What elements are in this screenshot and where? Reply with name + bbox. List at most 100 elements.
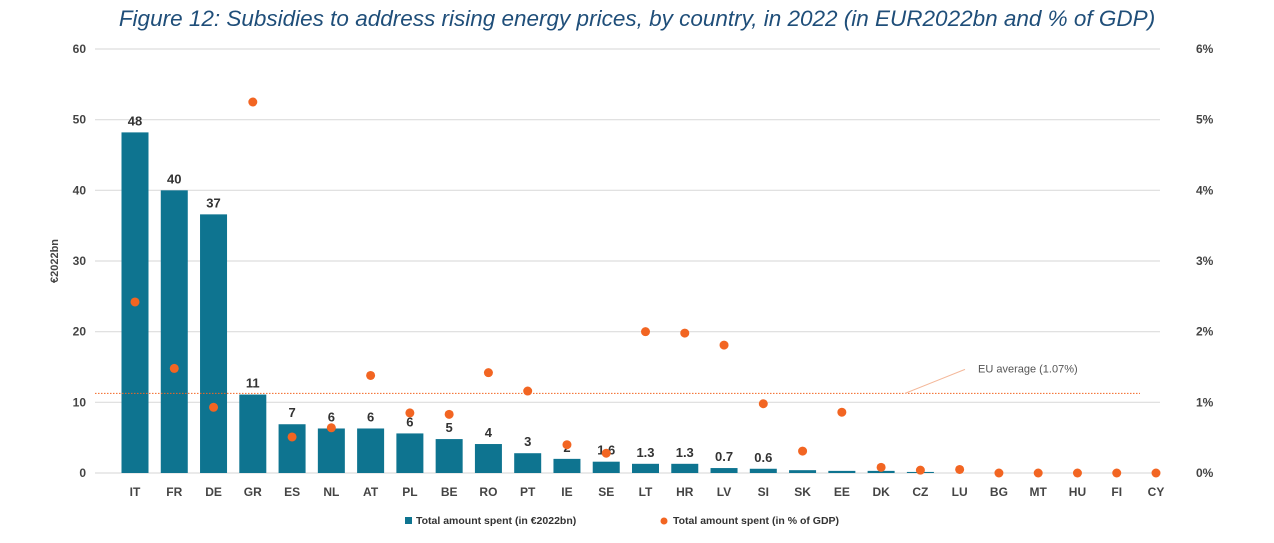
dot-ro	[483, 368, 493, 378]
dot-dk	[876, 462, 886, 472]
data-label-si: 0.6	[754, 450, 772, 465]
bar-fr	[160, 190, 188, 474]
dot-es	[287, 432, 297, 442]
data-label-lt: 1.3	[636, 445, 654, 460]
x-tick-label: FR	[166, 485, 182, 499]
data-label-hr: 1.3	[676, 445, 694, 460]
x-tick-label: IE	[561, 485, 572, 499]
x-tick-label: IT	[130, 485, 141, 499]
bar-pt	[514, 453, 542, 473]
dot-bg	[994, 468, 1004, 478]
dot-se	[601, 448, 611, 458]
y2-tick-label: 3%	[1196, 254, 1214, 268]
x-tick-label: MT	[1030, 485, 1048, 499]
dot-lu	[955, 464, 965, 474]
bar-nl	[317, 428, 345, 473]
dot-at	[366, 370, 376, 380]
dot-mt	[1033, 468, 1043, 478]
data-label-de: 37	[206, 195, 220, 210]
dot-be	[444, 409, 454, 419]
x-tick-label: NL	[323, 485, 339, 499]
data-label-fr: 40	[167, 171, 181, 186]
x-tick-label: CZ	[912, 485, 928, 499]
y-tick-label: 40	[73, 183, 87, 197]
x-tick-label: DE	[205, 485, 222, 499]
x-tick-label: HU	[1069, 485, 1086, 499]
y-tick-label: 60	[73, 42, 87, 56]
bar-ee	[828, 470, 856, 473]
bar-be	[435, 439, 463, 473]
y2-tick-label: 4%	[1196, 183, 1214, 197]
y2-tick-label: 1%	[1196, 395, 1214, 409]
data-label-at: 6	[367, 409, 374, 424]
x-tick-label: BG	[990, 485, 1008, 499]
bar-sk	[789, 470, 817, 473]
x-tick-label: SI	[758, 485, 769, 499]
dot-pl	[405, 408, 415, 418]
dot-ie	[562, 440, 572, 450]
data-label-pl: 6	[406, 414, 413, 429]
eu-average-leader	[904, 368, 966, 394]
data-label-es: 7	[288, 405, 295, 420]
bar-es	[278, 424, 306, 473]
bar-hr	[671, 463, 699, 473]
y-tick-label: 30	[73, 254, 87, 268]
x-tick-label: LU	[952, 485, 968, 499]
y-tick-label: 0	[79, 466, 86, 480]
x-tick-label: AT	[363, 485, 379, 499]
y2-tick-label: 5%	[1196, 113, 1214, 127]
dot-ee	[837, 407, 847, 417]
dot-hu	[1072, 468, 1082, 478]
legend-dot-label: Total amount spent (in % of GDP)	[673, 515, 839, 527]
data-label-pt: 3	[524, 434, 531, 449]
bar-dk	[867, 470, 895, 473]
eu-average-label: EU average (1.07%)	[978, 363, 1078, 375]
y-tick-label: 20	[73, 325, 87, 339]
data-label-lv: 0.7	[715, 449, 733, 464]
dot-fr	[169, 363, 179, 373]
data-label-ro: 4	[485, 425, 493, 440]
bar-gr	[239, 394, 267, 473]
dot-pt	[523, 386, 533, 396]
x-tick-label: LT	[639, 485, 653, 499]
dot-cz	[915, 465, 925, 475]
legend-bar-swatch	[405, 517, 412, 524]
x-tick-label: FI	[1111, 485, 1122, 499]
bar-lt	[632, 463, 659, 473]
x-tick-label: BE	[441, 485, 458, 499]
x-tick-label: GR	[244, 485, 262, 499]
y-tick-label: 50	[73, 113, 87, 127]
data-label-nl: 6	[328, 409, 335, 424]
x-tick-label: PL	[402, 485, 417, 499]
y-axis-label: €2022bn	[49, 239, 61, 283]
dot-de	[209, 402, 219, 412]
x-tick-label: SK	[794, 485, 811, 499]
y-tick-label: 10	[73, 395, 87, 409]
bar-at	[357, 428, 385, 473]
bar-lv	[710, 468, 738, 473]
y2-tick-label: 2%	[1196, 325, 1214, 339]
dot-nl	[326, 423, 336, 433]
legend-dot-swatch	[660, 517, 668, 525]
dot-si	[758, 399, 768, 409]
dot-fi	[1112, 468, 1122, 478]
y2-tick-label: 6%	[1196, 42, 1214, 56]
x-tick-label: ES	[284, 485, 300, 499]
bar-ie	[553, 458, 581, 473]
data-label-gr: 11	[246, 376, 260, 391]
bar-pl	[396, 433, 424, 473]
x-tick-label: SE	[598, 485, 614, 499]
bar-si	[749, 468, 777, 473]
x-tick-label: DK	[872, 485, 890, 499]
dot-gr	[248, 97, 258, 107]
dot-cy	[1151, 468, 1161, 478]
dot-it	[130, 297, 140, 307]
dot-sk	[798, 446, 808, 456]
x-tick-label: RO	[479, 485, 497, 499]
chart-title: Figure 12: Subsidies to address rising e…	[118, 6, 1156, 31]
data-label-it: 48	[128, 113, 142, 128]
x-tick-label: LV	[717, 485, 731, 499]
x-tick-label: EE	[834, 485, 850, 499]
dot-lv	[719, 340, 729, 350]
